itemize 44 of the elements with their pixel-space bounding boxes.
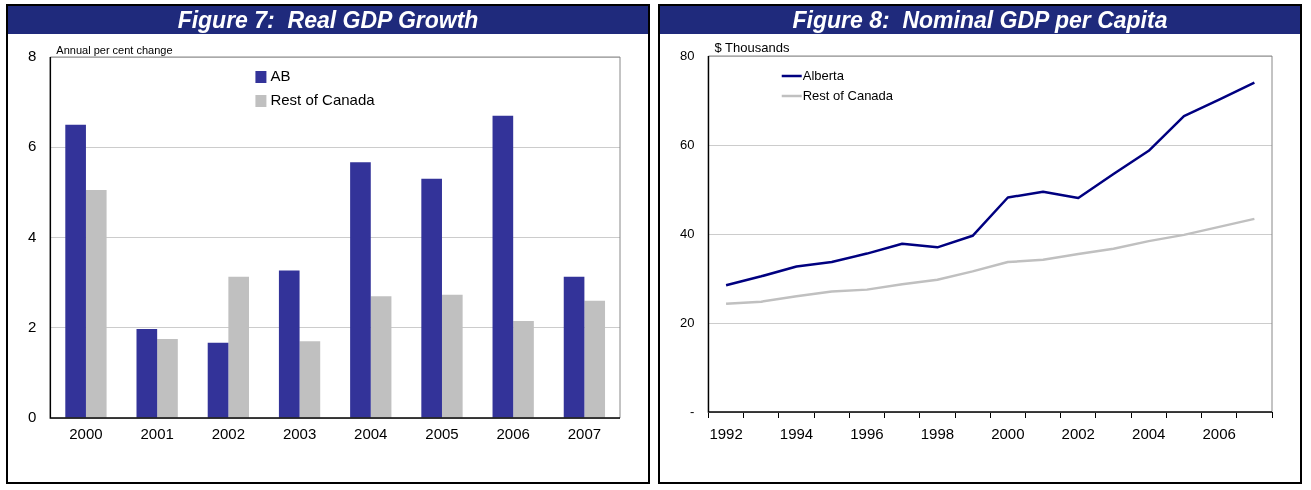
chart-title: Figure 7: Real GDP Growth (8, 6, 648, 34)
x-tick-label: 1994 (779, 425, 814, 443)
y-tick-label: 40 (679, 225, 695, 241)
x-tick-label: 2000 (991, 425, 1025, 443)
x-tick-label: 2004 (1132, 425, 1166, 443)
legend-label: Rest of Canada (802, 87, 894, 103)
bar (157, 339, 178, 418)
x-tick-label: 2005 (425, 425, 459, 443)
bar (278, 270, 300, 418)
y-axis-title: Annual per cent change (56, 43, 173, 56)
bar (421, 178, 442, 418)
bar (65, 124, 86, 418)
x-tick-label: 2002 (211, 425, 246, 443)
y-tick-label: 0 (28, 408, 37, 426)
bar (207, 342, 229, 418)
x-tick-label: 2001 (140, 425, 174, 443)
y-tick-label: 80 (679, 47, 695, 63)
bar (299, 341, 321, 418)
y-tick-label: 2 (28, 317, 37, 335)
y-tick-label: - (690, 403, 695, 419)
y-tick-label: 20 (679, 314, 695, 330)
x-tick-label: 2000 (69, 425, 103, 443)
bar (350, 162, 371, 418)
chart-title: Figure 8: Nominal GDP per Capita (660, 6, 1300, 34)
x-tick-label: 1992 (709, 425, 743, 443)
x-tick-label: 2007 (567, 425, 602, 443)
x-tick-label: 2006 (1202, 425, 1236, 443)
x-tick-label: 2006 (496, 425, 530, 443)
legend-label: AB (270, 67, 291, 85)
x-tick-label: 1996 (850, 425, 884, 443)
x-tick-label: 1998 (920, 425, 955, 443)
bar (563, 276, 585, 418)
bar (492, 115, 514, 418)
legend-label: Alberta (802, 67, 845, 83)
y-axis-title: $ Thousands (714, 40, 790, 56)
y-tick-label: 6 (28, 137, 37, 155)
y-tick-label: 60 (679, 136, 695, 152)
bar (136, 329, 158, 418)
y-tick-label: 8 (28, 47, 37, 65)
legend-label: Rest of Canada (270, 91, 376, 109)
x-tick-label: 2004 (354, 425, 388, 443)
x-tick-label: 2002 (1061, 425, 1095, 443)
y-tick-label: 4 (28, 227, 37, 245)
x-tick-label: 2003 (282, 425, 317, 443)
